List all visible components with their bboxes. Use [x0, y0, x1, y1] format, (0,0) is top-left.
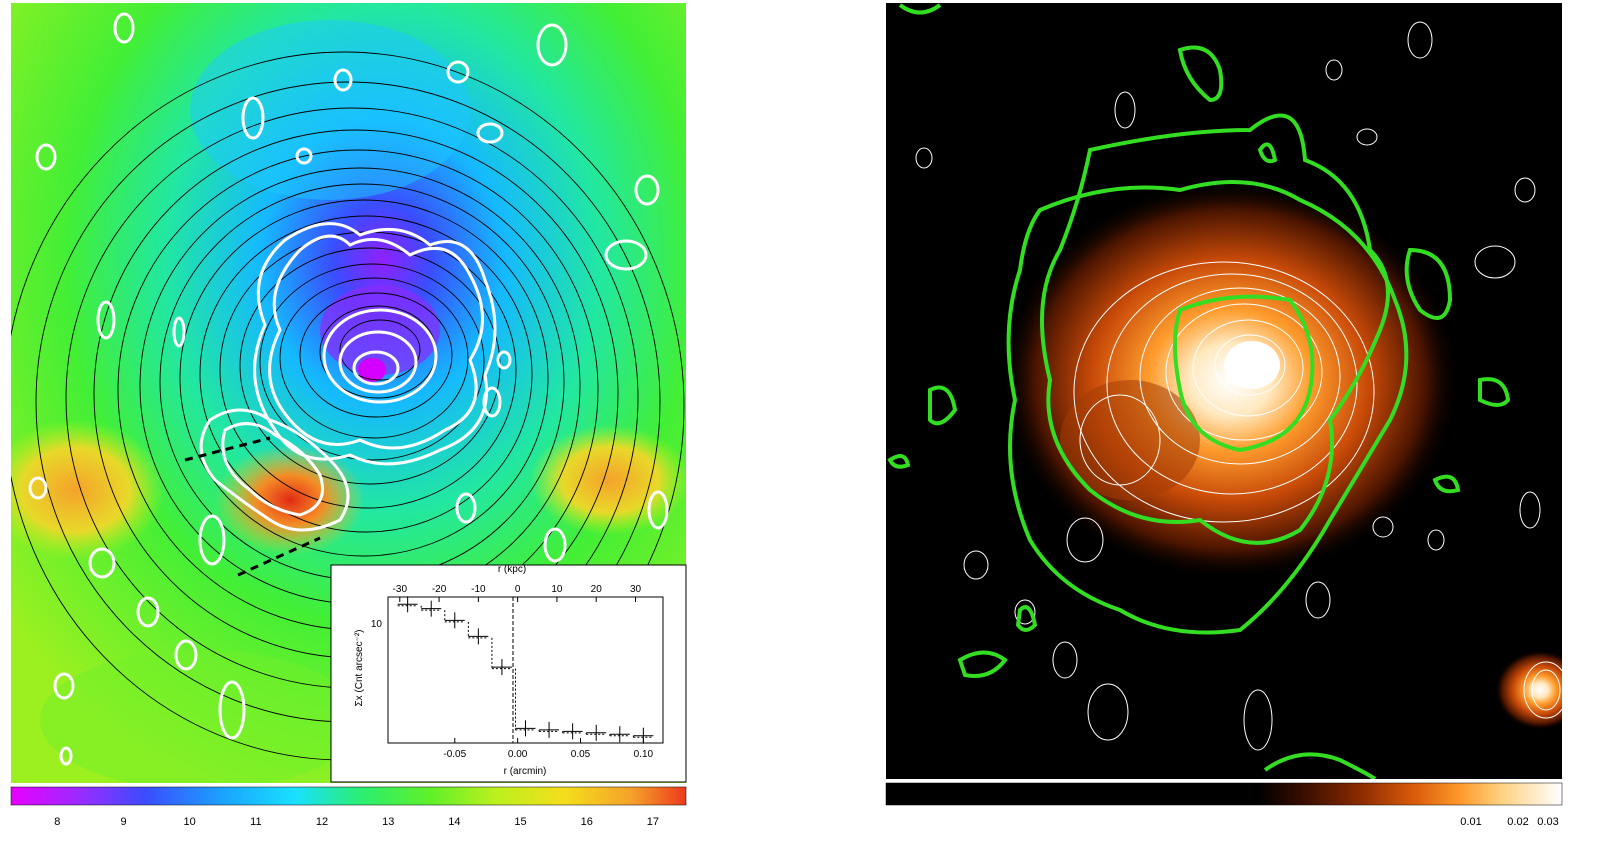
- left-colorbar-tick-label: 15: [514, 816, 526, 828]
- inset-bottom-tick-label: 0.10: [634, 749, 654, 760]
- right-green-contours: [887, 3, 1511, 779]
- inset-top-tick-label: -20: [432, 584, 447, 595]
- inset-top-tick-label: 30: [630, 584, 642, 595]
- inset-top-tick-label: 20: [591, 584, 603, 595]
- left-colorbar-tick-label: 13: [382, 816, 394, 828]
- inset-bottom-tick-label: -0.05: [443, 749, 466, 760]
- left-colorbar-tick-label: 11: [250, 816, 261, 828]
- left-colorbar-tick-label: 10: [184, 816, 196, 828]
- inset-top-tick-label: -10: [471, 584, 486, 595]
- left-colorbar-tick-label: 8: [54, 816, 60, 828]
- inset-top-tick-label: -30: [393, 584, 408, 595]
- left-colorbar-tick-label: 16: [581, 816, 593, 828]
- inset-y-axis-label: Σx (Cnt arcsec⁻²): [354, 629, 365, 706]
- profile-data-points: [397, 596, 654, 744]
- left-colorbar-tick-label: 14: [448, 816, 460, 828]
- right-colorbar-tick-label: 0.01: [1460, 816, 1481, 828]
- left-colorbar: [10, 786, 687, 806]
- inset-bottom-tick-label: 0.05: [571, 749, 591, 760]
- inset-top-tick-label: 10: [551, 584, 563, 595]
- inset-top-ticks: -30 -20 -10 0 10 20 30: [393, 584, 642, 602]
- inset-bottom-axis-label: r (arcmin): [504, 766, 547, 777]
- inset-y-tick: 10: [371, 619, 383, 630]
- profile-inset: r (kpc) r (arcmin) Σx (Cnt arcsec⁻²) 10 …: [330, 564, 687, 783]
- left-colorbar-tick-label: 9: [120, 816, 126, 828]
- right-colorbar-tick-label: 0.02: [1507, 816, 1528, 828]
- inset-bottom-tick-label: 0.00: [508, 749, 528, 760]
- left-colorbar-tick-label: 12: [316, 816, 328, 828]
- right-colorbar: [885, 782, 1563, 806]
- left-shock-dashes: [184, 436, 321, 577]
- right-colorbar-ticks: 0.01 0.02 0.03: [1460, 816, 1558, 828]
- left-colorbar-ticks: 8 9 10 11 12 13 14 15 16 17: [54, 816, 659, 828]
- inset-top-tick-label: 0: [515, 584, 521, 595]
- right-white-contours: [915, 21, 1562, 751]
- left-colorbar-tick-label: 17: [647, 816, 659, 828]
- left-white-contours: [28, 12, 669, 766]
- right-colorbar-tick-label: 0.03: [1537, 816, 1558, 828]
- inset-top-axis-label: r (kpc): [498, 564, 526, 575]
